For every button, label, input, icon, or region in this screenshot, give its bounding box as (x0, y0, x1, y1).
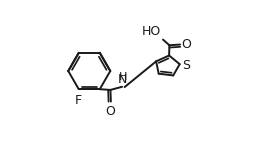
Text: O: O (105, 105, 115, 118)
Text: F: F (75, 94, 82, 107)
Text: O: O (182, 38, 192, 51)
Text: HO: HO (142, 25, 161, 38)
Text: H: H (119, 72, 127, 82)
Text: S: S (182, 59, 190, 72)
Text: N: N (118, 73, 128, 86)
